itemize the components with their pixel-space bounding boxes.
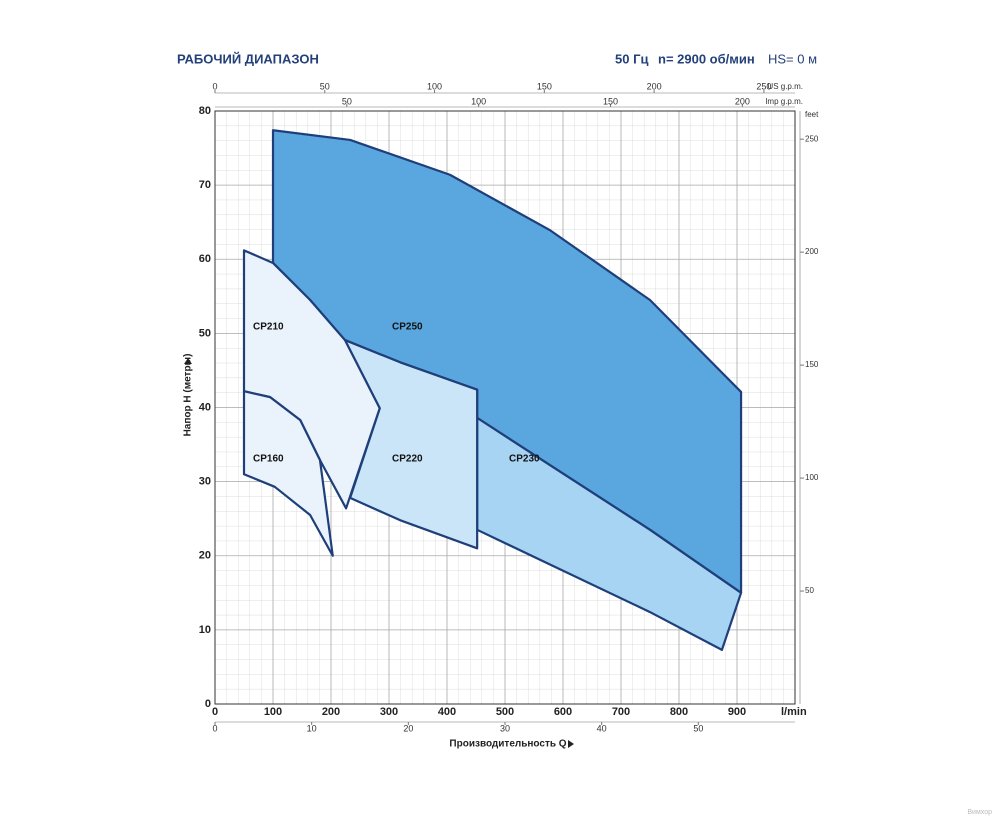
y-tick-label: 40: [199, 401, 211, 413]
watermark: Вимхор: [967, 809, 992, 816]
x2-tick-label: 20: [403, 723, 413, 733]
y2-tick-label: 150: [805, 360, 819, 369]
x-tick-label: 100: [264, 706, 282, 718]
region-label: CP160: [253, 454, 284, 465]
x2-tick-label: 10: [307, 723, 317, 733]
top-tick-label: 100: [427, 81, 442, 91]
top-tick-label: 200: [735, 96, 750, 106]
region: [476, 416, 743, 651]
top-tick-label: 150: [603, 96, 618, 106]
region: [242, 390, 334, 557]
speed: n= 2900 об/мин: [658, 51, 755, 66]
top-tick-label: 100: [471, 96, 486, 106]
y-tick-label: 60: [199, 253, 211, 265]
top-unit: Imp g.p.m.: [765, 97, 803, 106]
y-tick-label: 0: [205, 698, 211, 710]
y2-tick-label: 100: [805, 473, 819, 482]
x-tick-label: 700: [612, 706, 630, 718]
region-label: CP210: [253, 322, 284, 333]
x-tick-label: 900: [728, 706, 746, 718]
arrow: [568, 740, 574, 748]
x-tick-label: 500: [496, 706, 514, 718]
region-label: CP220: [392, 454, 423, 465]
y2-tick-label: 200: [805, 247, 819, 256]
x-axis-title: Производительность Q: [449, 739, 566, 750]
y2-tick-label: 250: [805, 134, 819, 143]
y-tick-label: 70: [199, 179, 211, 191]
top-tick-label: 50: [342, 96, 352, 106]
x-tick-label: 400: [438, 706, 456, 718]
x-tick-label: 800: [670, 706, 688, 718]
y2-unit: feet: [805, 110, 819, 119]
y-tick-label: 80: [199, 105, 211, 117]
top-tick-label: 50: [320, 81, 330, 91]
y-axis-title: Напор H (метры): [183, 354, 194, 437]
top-tick-label: 250: [756, 81, 771, 91]
top-tick-label: 0: [212, 81, 217, 91]
x2-tick-label: 50: [693, 723, 703, 733]
x-tick-label: 300: [380, 706, 398, 718]
y2-tick-label: 50: [805, 586, 814, 595]
y-tick-label: 50: [199, 327, 211, 339]
y-tick-label: 20: [199, 550, 211, 562]
x2-tick-label: 40: [597, 723, 607, 733]
frequency: 50 Гц: [615, 51, 648, 66]
suction: HS= 0 м: [768, 51, 817, 66]
x-tick-label: 0: [212, 706, 218, 718]
chart-title: РАБОЧИЙ ДИАПАЗОН: [177, 51, 319, 66]
top-tick-label: 150: [537, 81, 552, 91]
plot-frame: [214, 110, 796, 705]
region-label: CP250: [392, 322, 423, 333]
x2-tick-label: 30: [500, 723, 510, 733]
arrow: [184, 358, 192, 364]
region-label: CP230: [509, 454, 540, 465]
top-tick-label: 200: [647, 81, 662, 91]
top-unit: US g.p.m.: [767, 82, 803, 91]
x2-tick-label: 0: [212, 723, 217, 733]
x-tick-label: 200: [322, 706, 340, 718]
x-unit: l/min: [781, 706, 807, 718]
x-tick-label: 600: [554, 706, 572, 718]
y-tick-label: 10: [199, 624, 211, 636]
y-tick-label: 30: [199, 476, 211, 488]
